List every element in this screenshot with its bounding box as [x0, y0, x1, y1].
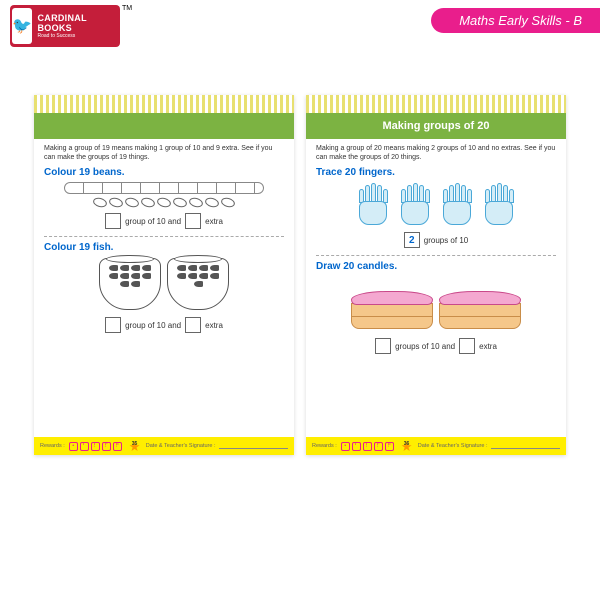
divider [44, 236, 284, 237]
stripe-decoration [306, 95, 566, 113]
header: 🐦 CARDINAL BOOKS Road to Success TM Math… [0, 0, 600, 50]
mascot-icon: 🐦 [12, 8, 32, 44]
trademark: TM [122, 5, 132, 12]
left-page: Making a group of 19 means making 1 grou… [34, 95, 294, 455]
divider [316, 255, 556, 256]
answer-candles: groups of 10 and extra [306, 334, 566, 358]
section-title-fingers: Trace 20 fingers. [306, 165, 566, 180]
input-box[interactable]: 2 [404, 232, 420, 248]
stripe-decoration [34, 95, 294, 113]
page-footer: Rewards : •⠃⠇⠏⠟ ★36 Date & Teacher's Sig… [306, 437, 566, 455]
star-icon: ★35 [129, 439, 143, 453]
input-box[interactable] [185, 213, 201, 229]
cake-icon [439, 277, 521, 331]
page-header-bar: Making groups of 20 [306, 113, 566, 139]
fish-illustration [34, 255, 294, 313]
hand-icon [397, 183, 433, 225]
section-title-fish: Colour 19 fish. [34, 240, 294, 255]
section-title-candles: Draw 20 candles. [306, 259, 566, 274]
hand-icon [355, 183, 391, 225]
fishbowl [99, 258, 161, 310]
hands-illustration [306, 180, 566, 228]
answer-fish: group of 10 and extra [34, 313, 294, 337]
input-box[interactable] [185, 317, 201, 333]
right-page: Making groups of 20 Making a group of 20… [306, 95, 566, 455]
intro-text: Making a group of 20 means making 2 grou… [306, 139, 566, 165]
brand-logo: 🐦 CARDINAL BOOKS Road to Success [10, 5, 120, 47]
cake-icon [351, 277, 433, 331]
answer-beans: group of 10 and extra [34, 209, 294, 233]
input-box[interactable] [105, 213, 121, 229]
input-box[interactable] [459, 338, 475, 354]
beans-illustration [34, 180, 294, 196]
section-title-beans: Colour 19 beans. [34, 165, 294, 180]
cakes-illustration [306, 274, 566, 334]
fishbowl [167, 258, 229, 310]
hand-icon [481, 183, 517, 225]
answer-fingers: 2 groups of 10 [306, 228, 566, 252]
hand-icon [439, 183, 475, 225]
page-header-bar [34, 113, 294, 139]
page-footer: Rewards : •⠃⠇⠏⠟ ★35 Date & Teacher's Sig… [34, 437, 294, 455]
input-box[interactable] [105, 317, 121, 333]
input-box[interactable] [375, 338, 391, 354]
series-label: Maths Early Skills - B [431, 8, 600, 33]
beans-loose [34, 196, 294, 209]
page-spread: Making a group of 19 means making 1 grou… [0, 50, 600, 475]
star-icon: ★36 [401, 439, 415, 453]
intro-text: Making a group of 19 means making 1 grou… [34, 139, 294, 165]
